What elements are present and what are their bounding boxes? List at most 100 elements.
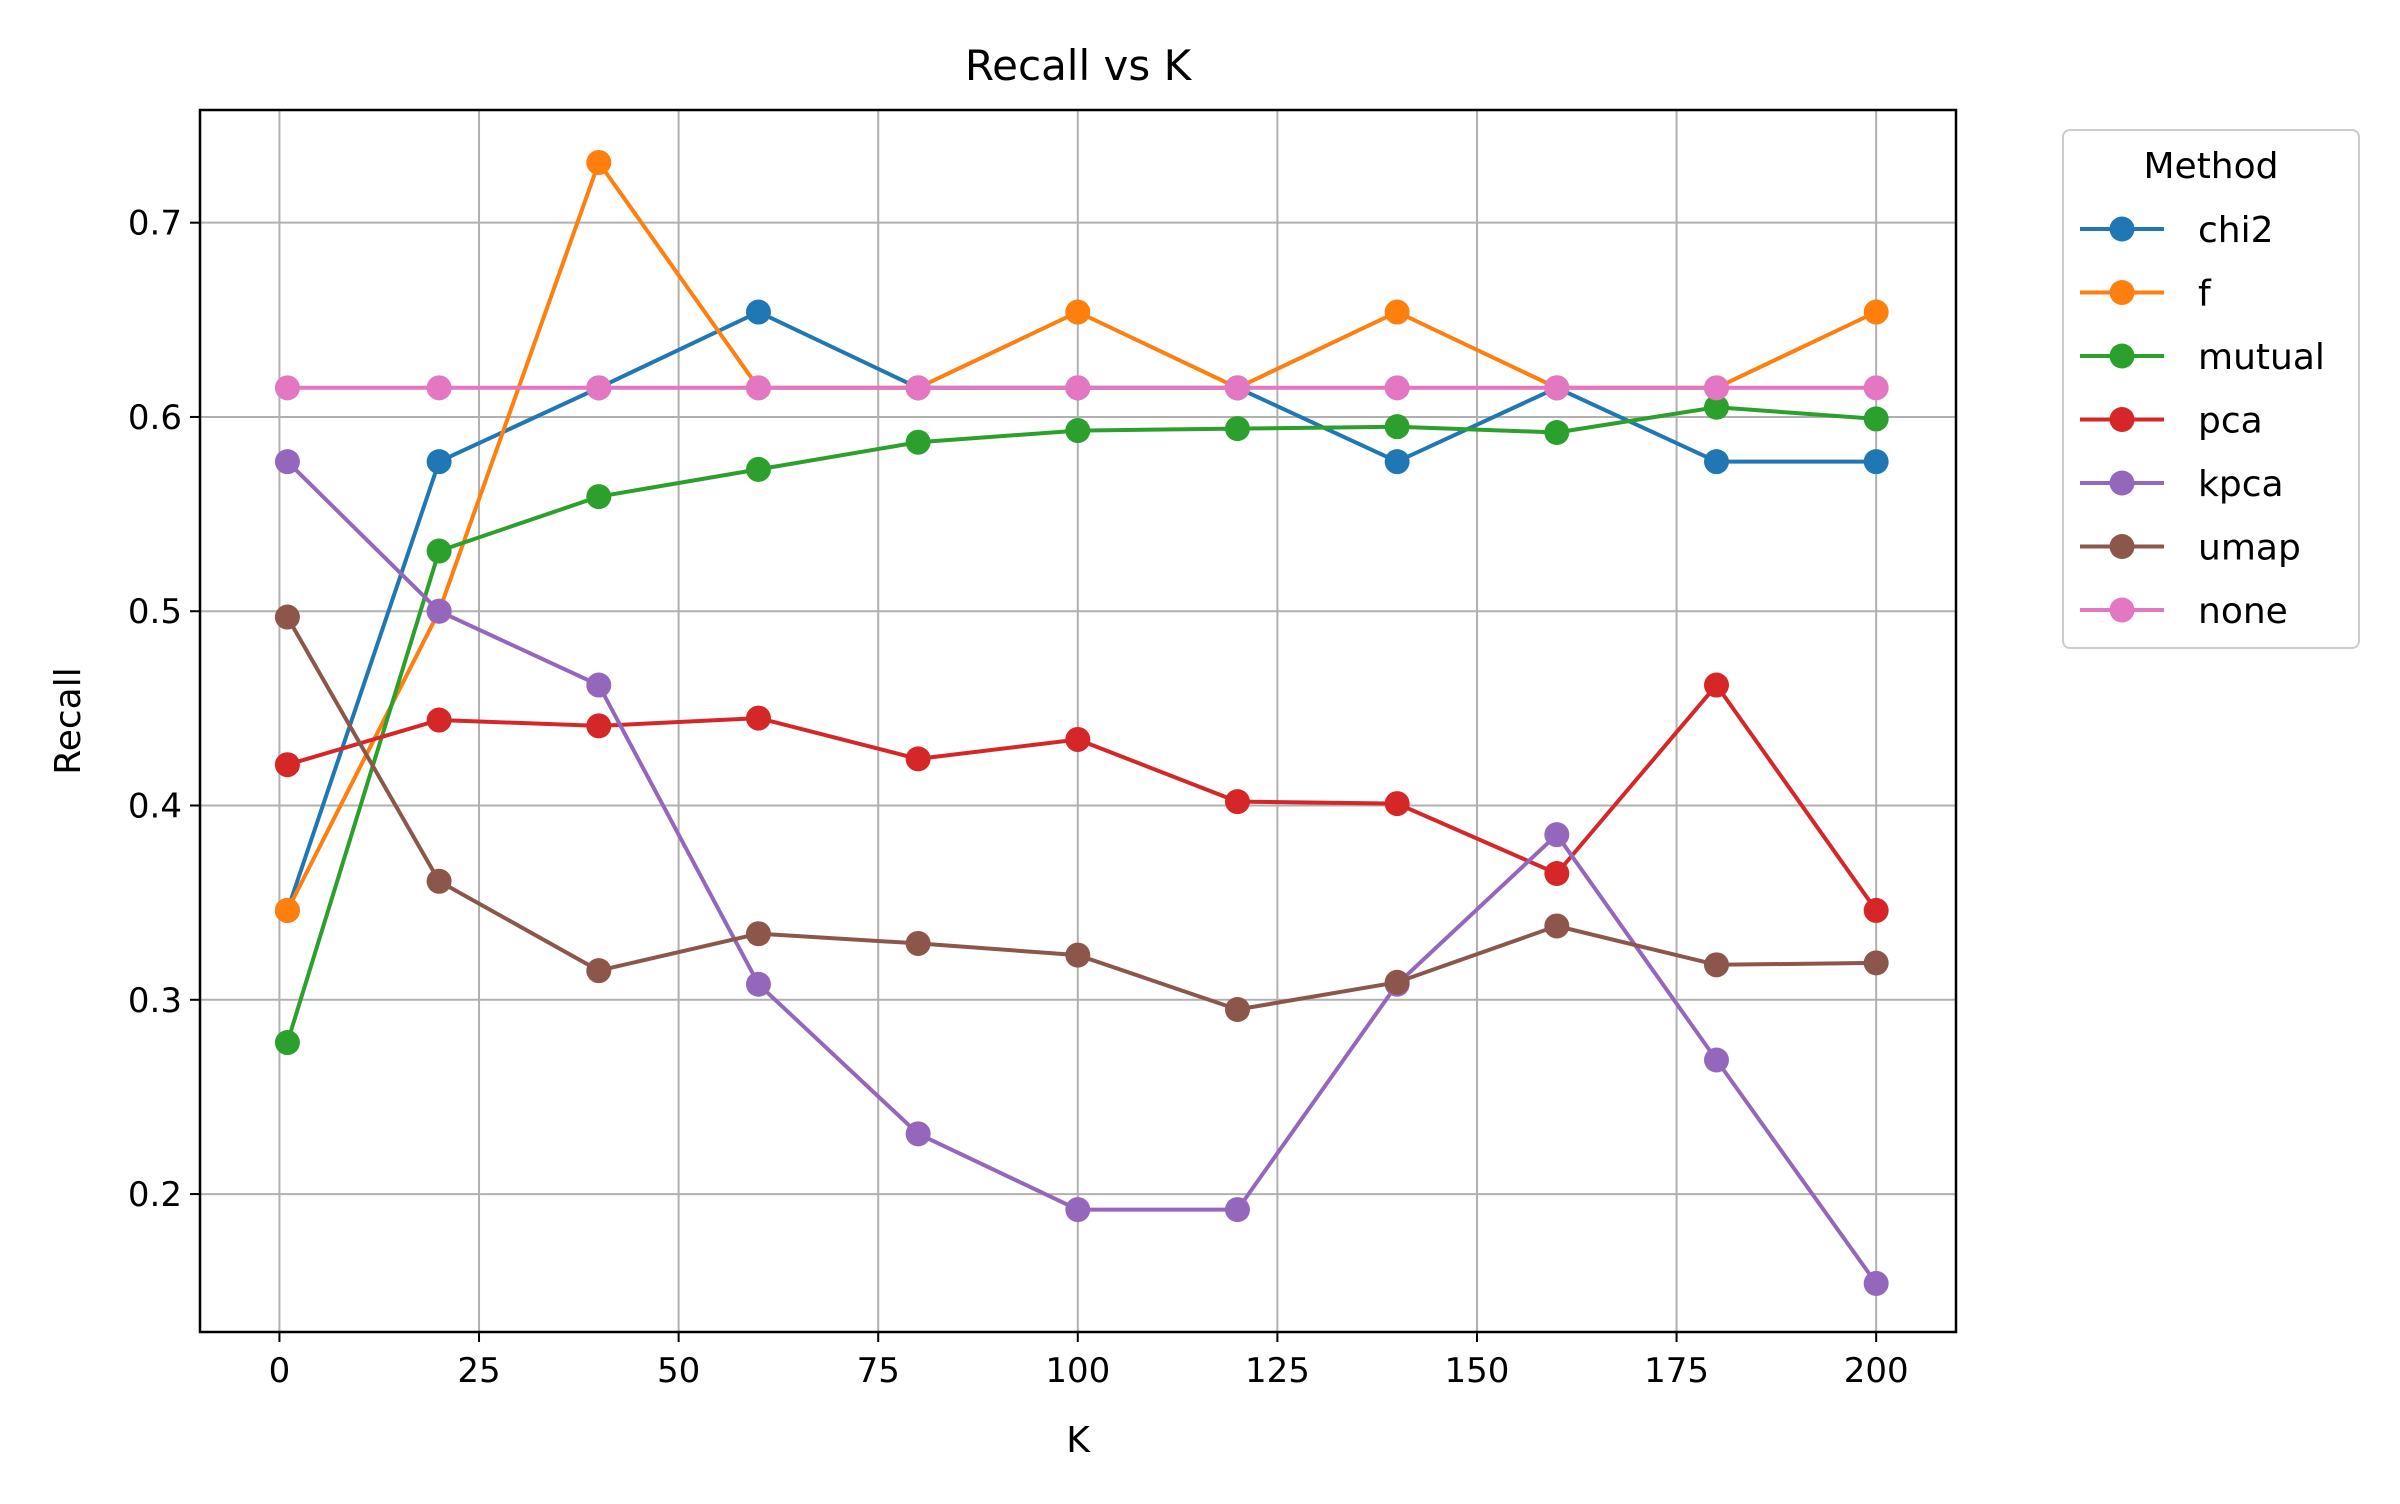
legend-entry-umap: umap (2080, 528, 2301, 569)
y-tick-label: 0.4 (128, 787, 182, 827)
data-point-mutual (586, 484, 612, 510)
data-point-mutual (1224, 416, 1250, 442)
data-point-none (905, 375, 931, 401)
legend-entry-f: f (2080, 274, 2212, 315)
data-point-kpca (274, 449, 300, 475)
y-tick-label: 0.6 (128, 398, 182, 438)
data-point-none (1863, 375, 1889, 401)
y-axis-title: Recall (48, 667, 89, 774)
legend-marker-none (2109, 597, 2135, 623)
legend-label-chi2: chi2 (2198, 210, 2274, 251)
legend-entry-mutual: mutual (2080, 337, 2325, 378)
x-axis-title: K (1066, 1420, 1091, 1461)
data-point-umap (1384, 969, 1410, 995)
legend-title: Method (2143, 146, 2278, 187)
legend-marker-f (2109, 280, 2135, 305)
data-point-mutual (274, 1030, 300, 1056)
data-point-pca (1703, 672, 1729, 698)
data-point-none (1703, 375, 1729, 401)
data-point-mutual (1703, 394, 1729, 420)
y-tick-label: 0.5 (128, 592, 182, 632)
data-point-kpca (1544, 822, 1570, 848)
series-layer (274, 149, 1889, 1296)
data-point-mutual (426, 538, 452, 564)
chart-title: Recall vs K (965, 41, 1193, 90)
series-kpca (274, 449, 1889, 1296)
legend-marker-mutual (2109, 343, 2135, 369)
tick-layer: 0 25 50 75 100 125 150 175 200 0.2 0.3 0.4 0.5 0.6 0.7 (128, 204, 1909, 1391)
data-point-umap (1703, 952, 1729, 978)
data-point-umap (1224, 997, 1250, 1023)
data-point-none (1224, 375, 1250, 401)
data-point-none (745, 375, 771, 401)
legend-label-none: none (2198, 591, 2288, 632)
data-point-pca (426, 707, 452, 733)
data-point-umap (426, 868, 452, 894)
data-point-pca (586, 713, 612, 739)
data-point-none (1544, 375, 1570, 401)
data-point-pca (745, 705, 771, 731)
data-point-umap (745, 921, 771, 947)
legend: Method chi2 f mutual pca kpca umap none (2062, 129, 2360, 649)
legend-entry-pca: pca (2080, 401, 2263, 442)
legend-entry-kpca: kpca (2080, 464, 2284, 505)
data-point-umap (905, 930, 931, 956)
y-tick-label: 0.7 (128, 204, 182, 244)
data-point-pca (1224, 789, 1250, 815)
data-point-mutual (1384, 414, 1410, 440)
data-point-none (1384, 375, 1410, 401)
data-point-mutual (1065, 418, 1091, 444)
legend-label-pca: pca (2198, 401, 2263, 442)
data-point-none (1065, 375, 1091, 401)
data-point-none (274, 375, 300, 401)
data-point-mutual (745, 456, 771, 482)
x-tick-label: 200 (1844, 1351, 1909, 1391)
data-point-none (426, 375, 452, 401)
data-point-mutual (905, 429, 931, 455)
series-none (274, 375, 1889, 401)
data-point-f (1065, 299, 1091, 325)
data-point-pca (1384, 791, 1410, 817)
legend-label-f: f (2198, 274, 2212, 315)
legend-entry-chi2: chi2 (2080, 210, 2274, 251)
data-point-pca (1544, 861, 1570, 887)
data-point-umap (274, 604, 300, 630)
x-tick-label: 175 (1644, 1351, 1709, 1391)
data-point-umap (1863, 950, 1889, 976)
legend-marker-pca (2109, 407, 2135, 432)
data-point-pca (1863, 897, 1889, 923)
y-tick-label: 0.2 (128, 1175, 182, 1215)
data-point-mutual (1544, 419, 1570, 445)
data-point-kpca (426, 598, 452, 624)
data-point-chi2 (426, 449, 452, 475)
data-point-chi2 (1863, 449, 1889, 475)
series-umap (274, 604, 1889, 1023)
data-point-f (586, 149, 612, 175)
legend-marker-kpca (2109, 470, 2135, 496)
series-pca (274, 672, 1889, 923)
data-point-kpca (745, 971, 771, 997)
data-point-f (1863, 299, 1889, 325)
data-point-chi2 (745, 299, 771, 325)
data-point-umap (1065, 942, 1091, 968)
data-point-kpca (1224, 1197, 1250, 1223)
data-point-pca (1065, 726, 1091, 752)
legend-marker-chi2 (2109, 216, 2135, 242)
x-tick-label: 125 (1245, 1351, 1310, 1391)
data-point-none (586, 375, 612, 401)
data-point-pca (274, 752, 300, 778)
legend-label-kpca: kpca (2198, 464, 2284, 505)
data-point-kpca (1065, 1197, 1091, 1223)
data-point-chi2 (1384, 449, 1410, 475)
data-point-f (274, 897, 300, 923)
data-point-kpca (586, 672, 612, 698)
legend-frame (2062, 129, 2360, 649)
legend-entry-none: none (2080, 591, 2288, 632)
legend-marker-umap (2109, 534, 2135, 559)
data-point-mutual (1863, 406, 1889, 432)
series-mutual (274, 394, 1889, 1056)
legend-label-umap: umap (2198, 528, 2301, 569)
data-point-kpca (905, 1121, 931, 1147)
